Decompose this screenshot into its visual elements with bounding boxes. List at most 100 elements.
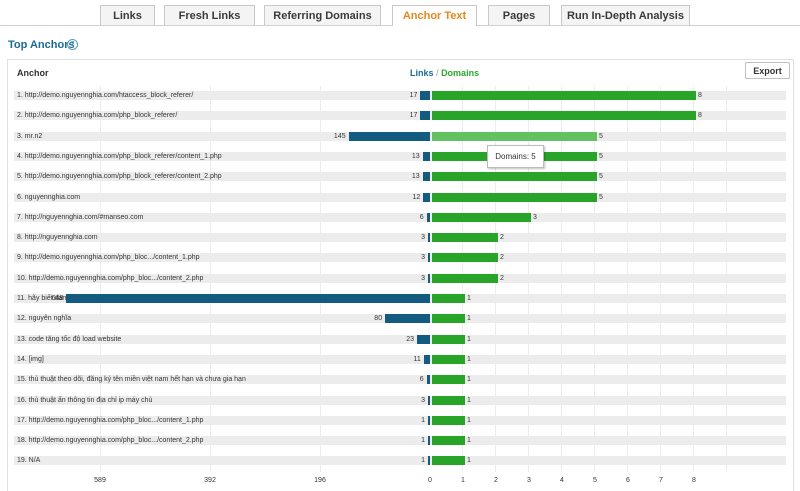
links-value: 80 [374, 315, 383, 322]
anchor-label: 14. [img] [17, 356, 44, 363]
domains-bar[interactable] [432, 355, 465, 364]
domains-bar[interactable] [432, 375, 465, 384]
links-bar [420, 111, 430, 120]
row-background [14, 375, 786, 384]
anchor-label: 2. http://demo.nguyennghia.com/php_block… [17, 112, 178, 119]
domains-value: 8 [698, 92, 702, 99]
domains-tick-label: 2 [494, 477, 498, 484]
links-value: 1 [421, 437, 425, 444]
domains-value: 1 [467, 356, 471, 363]
domains-tick-label: 7 [659, 477, 663, 484]
row-background [14, 335, 786, 344]
links-bar [426, 213, 430, 222]
domains-tick-label: 8 [692, 477, 696, 484]
links-bar [428, 396, 430, 405]
domains-bar[interactable] [432, 172, 597, 181]
help-icon[interactable]: ? [67, 39, 78, 50]
domains-tick-label: 1 [461, 477, 465, 484]
links-value: 12 [412, 194, 421, 201]
row-background [14, 193, 786, 202]
anchor-label: 5. http://demo.nguyennghia.com/php_block… [17, 173, 222, 180]
anchor-label: 9. http://demo.nguyennghia.com/php_bloc.… [17, 254, 200, 261]
anchor-label: 3. mr.n2 [17, 133, 43, 140]
domains-value: 5 [599, 133, 603, 140]
row-background [14, 111, 786, 120]
domains-bar[interactable] [432, 314, 465, 323]
domains-value: 1 [467, 397, 471, 404]
domains-value: 8 [698, 112, 702, 119]
legend-domains: Domains [441, 68, 480, 78]
links-value: 648 [51, 295, 64, 302]
links-value: 1 [421, 417, 425, 424]
links-value: 3 [421, 254, 425, 261]
domains-bar[interactable] [432, 111, 696, 120]
anchors-panel [7, 59, 794, 491]
domains-value: 1 [467, 315, 471, 322]
domains-bar[interactable] [432, 274, 498, 283]
domains-value: 2 [500, 275, 504, 282]
row-background [14, 213, 786, 222]
links-value: 13 [411, 173, 420, 180]
row-background [14, 253, 786, 262]
anchor-label: 17. http://demo.nguyennghia.com/php_bloc… [17, 417, 204, 424]
links-tick-label: 785 [0, 477, 5, 484]
anchor-column-header: Anchor [17, 68, 49, 78]
anchor-label: 6. nguyennghia.com [17, 194, 81, 201]
export-button[interactable]: Export [745, 62, 790, 79]
row-background [14, 172, 786, 181]
anchor-label: 4. http://demo.nguyennghia.com/php_block… [17, 153, 222, 160]
links-bar [428, 274, 430, 283]
tab-anchor-text[interactable]: Anchor Text [392, 5, 477, 26]
row-background [14, 416, 786, 425]
chart-legend: Links / Domains [410, 68, 479, 78]
tab-pages[interactable]: Pages [488, 5, 550, 25]
domains-bar[interactable] [432, 416, 465, 425]
links-bar [66, 294, 430, 303]
tab-run-in-depth-analysis[interactable]: Run In-Depth Analysis [561, 5, 690, 25]
links-bar [420, 91, 430, 100]
domains-bar[interactable] [432, 253, 498, 262]
domains-bar[interactable] [432, 436, 465, 445]
domains-tick-label: 5 [593, 477, 597, 484]
tab-fresh-links[interactable]: Fresh Links [164, 5, 255, 25]
row-background [14, 436, 786, 445]
tab-links[interactable]: Links [100, 5, 155, 25]
domains-value: 5 [599, 153, 603, 160]
domains-tick-label: 4 [560, 477, 564, 484]
links-bar [426, 375, 430, 384]
domains-value: 1 [467, 295, 471, 302]
links-value: 3 [421, 234, 425, 241]
links-bar [428, 253, 430, 262]
links-value: 23 [406, 336, 415, 343]
anchor-label: 12. nguyên nghĩa [17, 315, 72, 322]
anchor-label: 15. thủ thuật theo dõi, đăng ký tên miền… [17, 376, 246, 383]
domains-bar[interactable] [432, 213, 531, 222]
links-value: 17 [409, 112, 418, 119]
anchor-label: 10. http://demo.nguyennghia.com/php_bloc… [17, 275, 204, 282]
row-background [14, 274, 786, 283]
anchor-label: 8. http://nguyennghia.com [17, 234, 98, 241]
links-value: 11 [413, 356, 421, 363]
domains-bar[interactable] [432, 335, 465, 344]
links-value: 3 [421, 275, 425, 282]
row-background [14, 456, 786, 465]
domains-bar[interactable] [432, 396, 465, 405]
anchor-label: 7. http://nguyennghia.com/#manseo.com [17, 214, 144, 221]
domains-tick-label: 6 [626, 477, 630, 484]
domains-value: 1 [467, 417, 471, 424]
row-background [14, 355, 786, 364]
anchor-label: 1. http://demo.nguyennghia.com/htaccess_… [17, 92, 194, 99]
domains-bar[interactable] [432, 294, 465, 303]
legend-separator: / [436, 68, 439, 78]
anchor-label: 16. thủ thuật ẩn thông tin địa chỉ ip má… [17, 397, 153, 404]
domains-tooltip: Domains: 5 [487, 145, 544, 168]
domains-bar[interactable] [432, 132, 597, 141]
domains-bar[interactable] [432, 91, 696, 100]
section-title: Top Anchors [8, 39, 75, 51]
domains-bar[interactable] [432, 193, 597, 202]
domains-value: 2 [500, 234, 504, 241]
domains-bar[interactable] [432, 233, 498, 242]
tab-referring-domains[interactable]: Referring Domains [264, 5, 381, 25]
domains-bar[interactable] [432, 456, 465, 465]
links-tick-label: 196 [314, 477, 326, 484]
